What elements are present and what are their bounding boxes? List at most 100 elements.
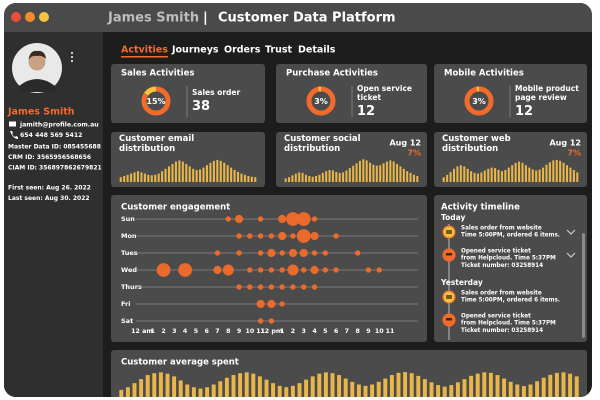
x-tick-label: 2 (291, 328, 295, 335)
distribution-bar (535, 170, 538, 182)
profile-id: CIAM ID: 356897862679821 (8, 165, 102, 172)
spend-bar (284, 387, 289, 397)
distribution-bar (308, 176, 311, 182)
chart-title: Customer average spent (121, 358, 239, 368)
card-stat-box: Sales order 38 (192, 80, 260, 122)
stat-label: Sales order (192, 88, 241, 97)
bubble (290, 233, 296, 239)
stat-value: 12 (515, 103, 534, 119)
bubble (257, 267, 264, 273)
distribution-bar (243, 174, 246, 182)
card-title: Purchase Activities (286, 69, 378, 79)
distribution-bar (446, 174, 449, 182)
row-label: Mon (121, 232, 137, 240)
spend-bar (383, 378, 388, 397)
row-label: Fri (121, 300, 130, 308)
tab[interactable]: Orders (224, 45, 261, 56)
bubble (222, 264, 234, 276)
chart-title: Customer engagement (121, 203, 230, 213)
spend-bar (548, 374, 553, 397)
x-tick-label: 9 (366, 328, 370, 335)
profile-id: Master Data ID: 085455688 (8, 144, 101, 151)
distribution-bar (538, 169, 541, 182)
distribution-bar (161, 171, 164, 182)
card-title: Mobile Activities (444, 69, 524, 79)
scrollbar (582, 233, 585, 338)
distribution-bar (476, 173, 479, 182)
bubble (301, 284, 307, 290)
card-stat-box: Mobile product page review 12 (515, 80, 582, 122)
tab-underline (121, 56, 168, 58)
distribution-bar (335, 171, 338, 182)
row-label: Wed (121, 266, 137, 274)
bubble (286, 212, 300, 226)
x-tick-label: 9 (237, 328, 241, 335)
bubble (322, 267, 329, 273)
spend-bar (271, 383, 276, 397)
distribution-bar (291, 175, 294, 182)
tab[interactable]: Trust (265, 45, 293, 56)
tab-active[interactable]: Actvities (121, 45, 168, 56)
spend-bar (264, 379, 269, 397)
donut-arc (306, 86, 336, 116)
expand-chevron[interactable] (566, 229, 576, 235)
spend-bar (568, 373, 573, 397)
distribution-bar (459, 165, 462, 182)
spend-bar (304, 379, 309, 397)
bubble (268, 284, 275, 290)
x-tick-label: 7 (345, 328, 349, 335)
distribution-bar (143, 173, 146, 182)
distribution-bar (412, 174, 415, 182)
spend-bar (416, 375, 421, 397)
bubble (311, 284, 318, 290)
bubble (156, 263, 171, 277)
event-text: Sales order from website (461, 226, 542, 232)
x-tick-label: 7 (215, 328, 219, 335)
distribution-bar (487, 168, 490, 182)
event-icon-glyph (446, 230, 452, 234)
expand-chevron[interactable] (566, 252, 576, 258)
distribution-bar (545, 164, 548, 182)
distribution-bar (247, 176, 250, 182)
distribution-bar (365, 160, 368, 182)
bubble (214, 250, 221, 256)
spend-bar (422, 379, 427, 397)
tab[interactable]: Journeys (171, 45, 219, 56)
distribution-bar (147, 174, 150, 182)
x-tick-label: 6 (205, 328, 210, 335)
distribution-bar (233, 170, 236, 182)
distribution-bar (140, 172, 143, 182)
spend-bar (158, 372, 163, 397)
event-icon-glyph (446, 318, 452, 321)
spend-bar (191, 387, 196, 397)
bubble (322, 250, 329, 256)
distribution-bar (385, 161, 388, 182)
distribution-bar (294, 173, 297, 182)
distribution-date: Aug 12 (389, 139, 421, 148)
spend-bar (528, 384, 533, 397)
distribution-bar (507, 167, 510, 182)
profile-seen: First seen: Aug 26. 2022 (8, 185, 91, 192)
distribution-bar (466, 168, 469, 182)
spend-bar (231, 375, 236, 397)
bubble (354, 250, 361, 256)
distribution-bar (382, 163, 385, 182)
distribution-bar (552, 160, 555, 182)
bubble (288, 248, 298, 258)
spend-bar (132, 383, 137, 397)
distribution-bar (298, 172, 301, 182)
bubble (267, 299, 276, 309)
spend-bar (409, 373, 414, 397)
distribution-bar (352, 165, 355, 182)
tab[interactable]: Details (298, 45, 336, 56)
distribution-bar (504, 170, 507, 182)
distribution-bar (480, 172, 483, 182)
distribution-bar (470, 171, 473, 182)
distribution-bar (157, 173, 160, 182)
spend-bar (178, 380, 183, 397)
distribution-bar (500, 171, 503, 182)
row-label: Sat (121, 317, 133, 325)
spend-bar (185, 384, 190, 397)
spend-bar (389, 375, 394, 397)
spend-bar (337, 375, 342, 397)
